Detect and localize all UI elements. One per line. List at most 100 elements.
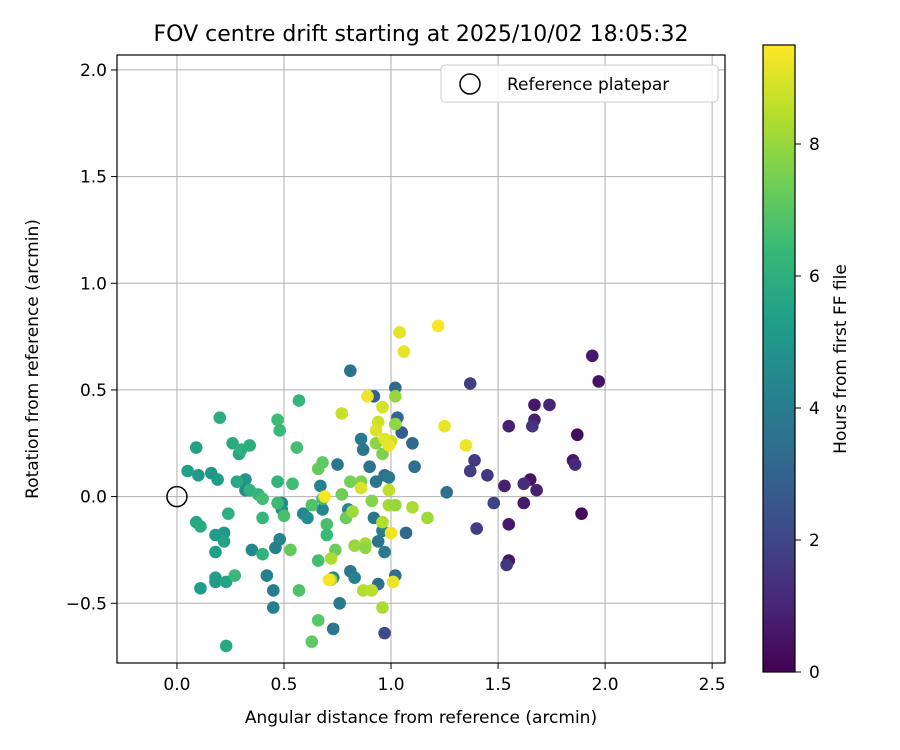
data-point: [194, 582, 207, 595]
x-ticks: 0.0 0.5 1.0 1.5 2.0 2.5: [163, 663, 726, 695]
data-point: [333, 596, 346, 610]
reference-marker: [166, 485, 188, 508]
data-point: [365, 584, 379, 597]
data-point: [463, 377, 477, 390]
colorbar-label: Hours from first FF file: [831, 264, 851, 454]
data-point: [438, 419, 451, 433]
data-point: [363, 460, 376, 474]
data-point: [389, 417, 402, 431]
data-point: [369, 424, 383, 437]
data-point: [271, 475, 284, 488]
colorbar-gradient: [762, 44, 796, 673]
data-point: [326, 622, 340, 636]
data-point: [431, 319, 445, 333]
y-tick-label: 1.5: [80, 168, 107, 188]
data-point: [271, 413, 284, 427]
data-point: [230, 475, 244, 488]
data-point: [585, 349, 599, 363]
data-point: [487, 496, 501, 510]
data-point: [219, 575, 233, 589]
data-point: [245, 543, 259, 557]
data-point: [389, 498, 402, 512]
data-point: [194, 520, 207, 533]
data-point: [498, 479, 511, 493]
data-point: [526, 419, 539, 433]
colorbar-tick-label: 8: [809, 135, 820, 155]
y-ticks: −0.5 0.0 0.5 1.0 1.5 2.0: [66, 61, 117, 614]
data-point: [277, 509, 291, 523]
data-point: [256, 492, 269, 506]
data-point: [543, 398, 556, 412]
y-axis-label: Rotation from reference (arcmin): [23, 219, 43, 499]
data-point: [266, 601, 280, 614]
data-point: [348, 539, 361, 552]
data-point: [440, 486, 453, 499]
y-tick-label: 1.0: [80, 274, 107, 294]
data-point: [273, 424, 287, 437]
data-point: [266, 584, 280, 597]
data-point: [386, 575, 400, 589]
data-point: [256, 511, 269, 525]
data-point: [382, 471, 396, 484]
data-point: [301, 511, 314, 525]
data-point: [463, 464, 477, 478]
data-point: [256, 547, 269, 561]
colorbar-tick-label: 6: [809, 267, 820, 287]
data-point: [316, 456, 329, 469]
y-tick-label: −0.5: [66, 594, 107, 614]
data-point: [269, 541, 282, 555]
data-point: [408, 460, 421, 474]
data-point: [311, 614, 325, 627]
data-point: [371, 535, 385, 548]
data-point: [209, 545, 222, 559]
y-tick-label: 0.5: [80, 381, 107, 401]
reference-marker-group: [166, 485, 188, 508]
data-point: [316, 503, 329, 516]
plot-frame: [116, 54, 726, 664]
data-point: [346, 505, 359, 518]
data-point: [468, 454, 481, 467]
data-point: [459, 439, 473, 452]
data-point: [376, 601, 389, 614]
data-point: [389, 390, 402, 403]
data-point: [369, 475, 383, 488]
data-point: [318, 490, 331, 503]
x-tick-label: 1.0: [378, 675, 405, 695]
data-point: [213, 411, 227, 424]
legend: Reference platepar: [440, 64, 719, 103]
data-point: [376, 515, 389, 529]
legend-reference-label: Reference platepar: [507, 75, 669, 95]
data-point: [382, 439, 396, 452]
data-point: [219, 639, 233, 653]
data-point: [354, 481, 368, 495]
data-point: [481, 468, 494, 482]
data-point: [181, 464, 194, 478]
x-tick-label: 0.5: [270, 675, 297, 695]
data-point: [356, 443, 370, 456]
x-tick-label: 0.0: [163, 675, 190, 695]
data-point: [335, 488, 349, 501]
data-point: [393, 326, 406, 339]
x-tick-label: 2.0: [592, 675, 619, 695]
data-point: [320, 518, 334, 531]
colorbar: 0 2 4 6 8 Hours from first FF file: [762, 44, 851, 683]
data-point: [320, 528, 334, 542]
data-point: [222, 507, 235, 520]
data-point: [592, 375, 605, 388]
data-point: [502, 518, 516, 531]
x-tick-label: 1.5: [485, 675, 512, 695]
data-point: [575, 507, 588, 520]
data-point: [361, 390, 374, 403]
colorbar-tick-label: 4: [809, 399, 820, 419]
data-point: [344, 364, 357, 378]
data-point: [189, 441, 203, 454]
data-point: [271, 496, 284, 510]
scatter-points: [181, 319, 605, 653]
colorbar-ticks: 0 2 4 6 8: [795, 135, 820, 683]
legend-box: [440, 64, 719, 103]
data-point: [348, 571, 361, 584]
data-point: [305, 635, 319, 648]
data-point: [292, 394, 306, 407]
data-point: [406, 436, 419, 450]
y-tick-label: 0.0: [80, 488, 107, 508]
